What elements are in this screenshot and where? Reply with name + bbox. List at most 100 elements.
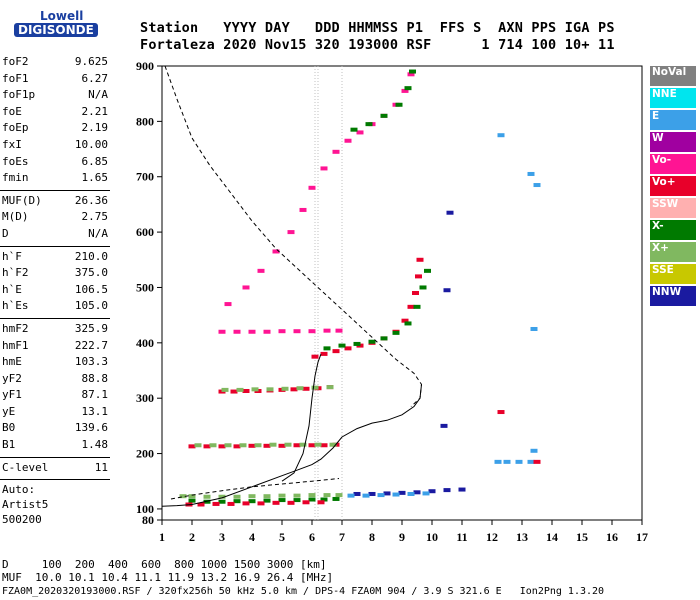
echo-point bbox=[329, 442, 337, 447]
echo-point bbox=[416, 257, 424, 262]
footer-file-info: FZA0M_2020320193000.RSF / 320fx256h 50 k… bbox=[2, 586, 605, 597]
echo-point bbox=[404, 86, 412, 91]
param-row: D N/A bbox=[0, 226, 110, 243]
echo-point bbox=[323, 328, 331, 333]
legend: NoVal NNE E W Vo- Vo+ SSW X- X+ SSE NNW bbox=[650, 66, 696, 308]
param-row: fmin 1.65 bbox=[0, 170, 110, 187]
header-line-1: Station YYYY DAY DDD HHMMSS P1 FFS S AXN… bbox=[140, 20, 615, 36]
echo-point bbox=[395, 102, 403, 107]
param-value: 9.625 bbox=[74, 55, 108, 68]
x-tick-label: 11 bbox=[456, 530, 467, 544]
profile-dashed-curve bbox=[164, 65, 423, 407]
param-row: C-level 11 bbox=[0, 460, 110, 477]
echo-point bbox=[242, 285, 250, 290]
autoscaling-artist: Artist5 bbox=[2, 498, 49, 512]
legend-item: SSE bbox=[650, 264, 696, 284]
x-tick-label: 2 bbox=[189, 530, 195, 544]
echo-point bbox=[218, 444, 226, 449]
param-row: foEs 6.85 bbox=[0, 154, 110, 171]
x-tick-label: 7 bbox=[339, 530, 345, 544]
x-tick-label: 1 bbox=[159, 530, 165, 544]
param-row: M(D) 2.75 bbox=[0, 209, 110, 226]
echo-point bbox=[428, 489, 436, 494]
profile-dashed-curve bbox=[170, 478, 340, 500]
echo-point bbox=[443, 488, 451, 493]
logo-lowell: Lowell bbox=[40, 9, 84, 23]
echo-point bbox=[413, 490, 421, 495]
param-value: N/A bbox=[88, 226, 108, 240]
autoscaling-artist-version: 500200 bbox=[2, 513, 42, 527]
echo-point bbox=[203, 444, 211, 449]
echo-point bbox=[317, 500, 325, 505]
param-row: foE 2.21 bbox=[0, 104, 110, 121]
echo-point bbox=[188, 498, 196, 503]
divider bbox=[0, 189, 110, 191]
param-row: yF1 87.1 bbox=[0, 387, 110, 404]
param-value: 2.19 bbox=[81, 121, 109, 135]
echo-point bbox=[290, 387, 298, 392]
param-name: B1 bbox=[2, 438, 16, 452]
param-value: 375.0 bbox=[74, 266, 108, 280]
echo-point bbox=[293, 329, 301, 334]
param-row: hmF1 222.7 bbox=[0, 338, 110, 355]
legend-item: NNW bbox=[650, 286, 696, 306]
param-row: fxI 10.00 bbox=[0, 137, 110, 154]
param-name: h`E bbox=[2, 282, 22, 296]
echo-point bbox=[263, 498, 271, 503]
param-value: 10.00 bbox=[74, 137, 108, 151]
param-value: 26.36 bbox=[74, 193, 108, 207]
x-tick-label: 10 bbox=[426, 530, 438, 544]
divider bbox=[0, 479, 110, 481]
param-value: 87.1 bbox=[81, 388, 109, 402]
echo-point bbox=[365, 122, 373, 127]
echo-point bbox=[404, 321, 412, 326]
legend-item: X+ bbox=[650, 242, 696, 262]
echo-point bbox=[209, 443, 217, 448]
echo-point bbox=[311, 385, 319, 390]
echo-point bbox=[353, 491, 361, 496]
echo-point bbox=[224, 443, 232, 448]
param-value: 2.21 bbox=[81, 104, 109, 118]
legend-item: SSW bbox=[650, 198, 696, 218]
echo-point bbox=[515, 459, 523, 464]
echo-point bbox=[188, 444, 196, 449]
param-row: h`F 210.0 bbox=[0, 249, 110, 266]
legend-item: W bbox=[650, 132, 696, 152]
echo-point bbox=[398, 490, 406, 495]
echo-point bbox=[401, 88, 409, 93]
echo-point bbox=[413, 304, 421, 309]
y-tick-label: 500 bbox=[136, 280, 154, 294]
echo-point bbox=[212, 501, 220, 506]
echo-point bbox=[236, 387, 244, 392]
param-name: fmin bbox=[2, 171, 29, 185]
footer-muf: MUF 10.0 10.1 10.4 11.1 11.9 13.2 16.9 2… bbox=[2, 571, 334, 584]
echo-point bbox=[497, 410, 505, 415]
param-row: h`F2 375.0 bbox=[0, 265, 110, 282]
echo-point bbox=[392, 492, 400, 497]
autoscaling-auto-label: Auto: bbox=[2, 483, 36, 497]
param-value: 6.85 bbox=[81, 154, 109, 168]
echo-point bbox=[344, 346, 352, 351]
echo-point bbox=[233, 329, 241, 334]
echo-point bbox=[533, 183, 541, 188]
echo-point bbox=[278, 329, 286, 334]
echo-point bbox=[263, 329, 271, 334]
param-name: foF1 bbox=[2, 71, 29, 85]
echo-point bbox=[407, 491, 415, 496]
echo-point bbox=[323, 493, 331, 498]
echo-point bbox=[242, 501, 250, 506]
echo-point bbox=[314, 442, 322, 447]
echo-point bbox=[227, 501, 235, 506]
logo-digisonde: DIGISONDE bbox=[14, 23, 98, 37]
x-tick-label: 3 bbox=[219, 530, 225, 544]
param-name: yE bbox=[2, 404, 16, 418]
echo-point bbox=[368, 339, 376, 344]
x-tick-label: 13 bbox=[516, 530, 528, 544]
echo-point bbox=[287, 500, 295, 505]
echo-point bbox=[527, 459, 535, 464]
echo-point bbox=[308, 497, 316, 502]
echo-point bbox=[269, 442, 277, 447]
y-tick-label: 400 bbox=[136, 336, 154, 350]
echo-point bbox=[344, 138, 352, 143]
